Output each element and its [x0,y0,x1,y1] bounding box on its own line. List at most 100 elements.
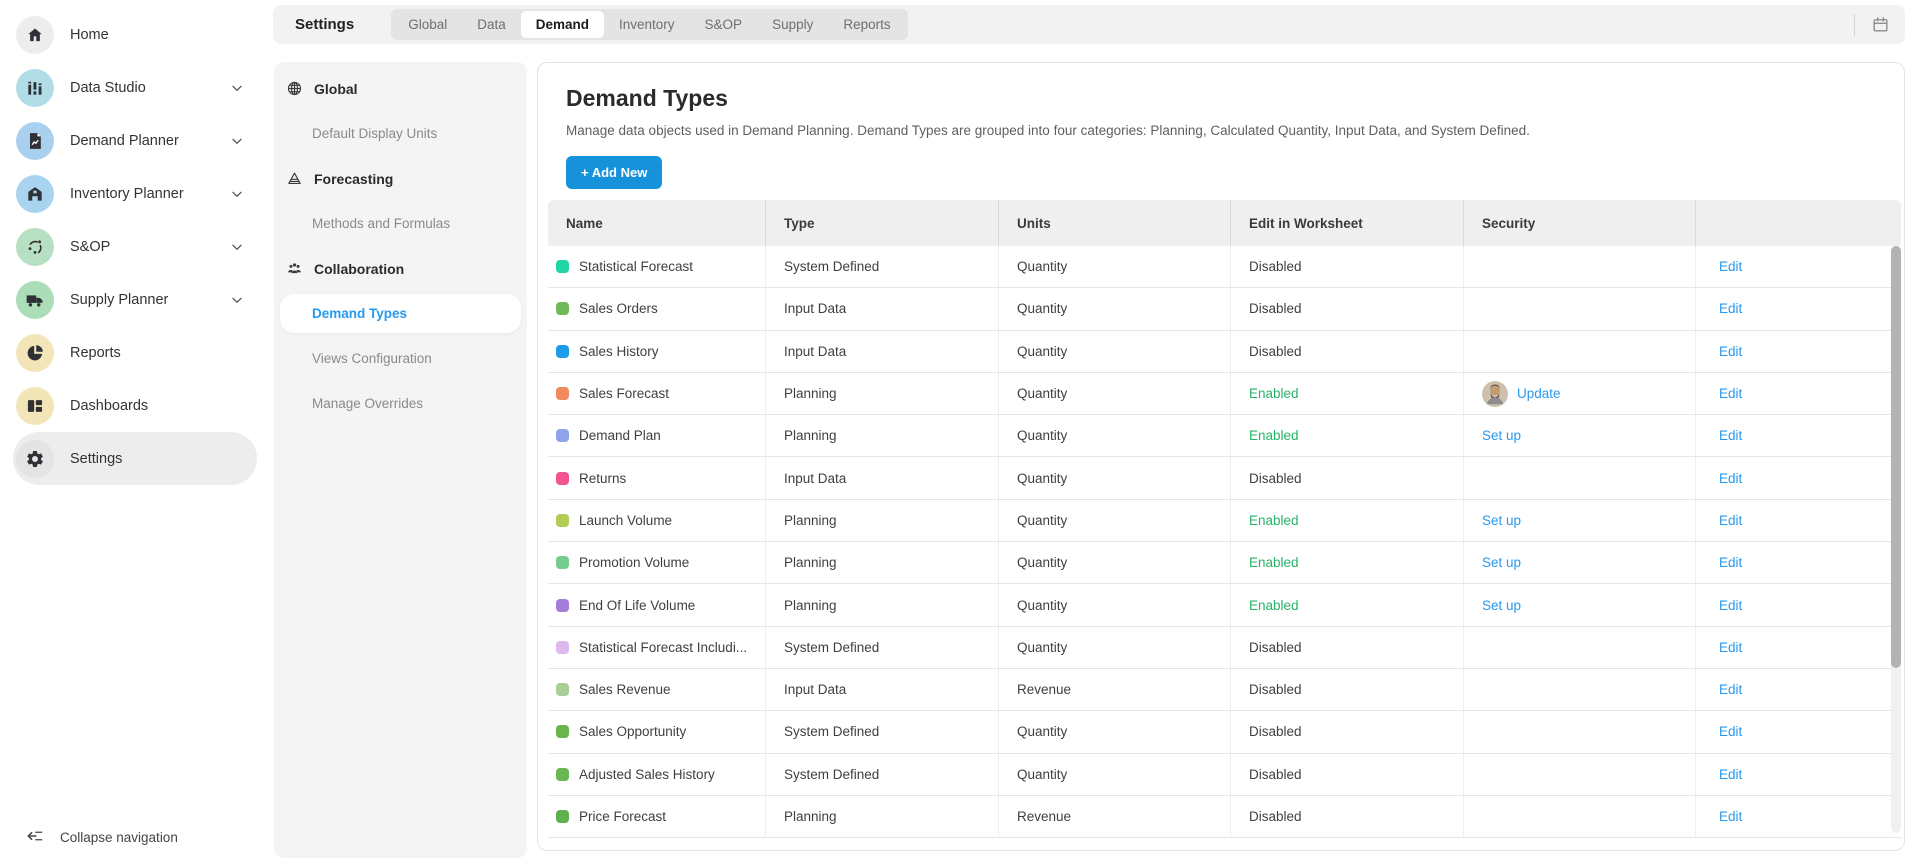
edit-link[interactable]: Edit [1719,512,1743,528]
units-cell: Quantity [999,246,1231,288]
tab-reports[interactable]: Reports [843,17,891,32]
add-new-button[interactable]: + Add New [566,156,663,189]
security-cell [1464,711,1696,753]
edit-link[interactable]: Edit [1719,682,1743,698]
vertical-scrollbar-track[interactable] [1891,246,1901,833]
demand-types-table: Name Type Units Edit in Worksheet Security S… [548,200,1901,839]
sidebar-item-s-op[interactable]: S&OP [13,220,257,273]
sidebar-item-reports[interactable]: Reports [13,326,257,379]
edit-link[interactable]: Edit [1719,597,1743,613]
table-row: Sales Revenue Input Data Revenue Disabled Ed… [548,668,1901,712]
sidebar-item-label: S&OP [70,238,111,255]
settings-menu: Global Default Display Units Forecasting Me… [274,62,527,858]
edit-link[interactable]: Edit [1719,724,1743,740]
type-color-dot [556,810,569,823]
chevron-down-icon[interactable] [229,133,245,149]
page-title: Demand Types [566,85,728,111]
chevron-down-icon[interactable] [229,292,245,308]
column-header-name: Name [548,200,766,246]
edit-link[interactable]: Edit [1719,639,1743,655]
type-color-dot [556,344,569,358]
units-cell: Quantity [999,372,1231,415]
sidebar-item-supply-planner[interactable]: Supply Planner [13,273,257,326]
sidebar-item-settings[interactable]: Settings [13,432,257,485]
demand-type-name: End Of Life Volume [579,597,696,613]
setup-link[interactable]: Set up [1482,555,1522,571]
worksheet-status-cell: Disabled [1231,753,1464,795]
edit-cell: Edit [1696,754,1901,795]
edit-link[interactable]: Edit [1719,766,1743,782]
document-chart-icon [25,131,45,151]
update-link[interactable]: Update [1517,386,1561,402]
sidebar-item-inventory-planner[interactable]: Inventory Planner [13,167,257,220]
edit-cell: Edit [1696,711,1901,752]
table-row: Sales Forecast Planning Quantity Enabled Upd… [548,372,1901,416]
tab-s-op[interactable]: S&OP [704,17,743,32]
settings-section-label: Collaboration [314,260,405,277]
edit-link[interactable]: Edit [1719,428,1743,444]
worksheet-status: Disabled [1249,682,1302,698]
worksheet-status: Disabled [1249,259,1302,275]
settings-menu-item-views-configuration[interactable]: Views Configuration [312,351,432,366]
setup-link[interactable]: Set up [1482,428,1522,444]
type-cell: Planning [766,542,999,584]
tab-supply[interactable]: Supply [772,17,814,32]
demand-type-name: Sales Opportunity [579,724,687,740]
calendar-icon[interactable] [1871,15,1890,34]
type-color-dot [556,683,569,697]
edit-link[interactable]: Edit [1719,259,1743,275]
settings-section-label: Forecasting [314,170,394,187]
table-row: Promotion Volume Planning Quantity Enabled S… [548,542,1901,585]
collapse-navigation-label: Collapse navigation [60,830,178,845]
setup-link[interactable]: Set up [1482,512,1522,528]
type-color-dot [556,429,569,443]
collapse-arrow-icon [25,826,45,849]
settings-menu-item-default-display-units[interactable]: Default Display Units [312,126,438,141]
vertical-scrollbar-thumb[interactable] [1891,246,1901,668]
sidebar-item-demand-planner[interactable]: Demand Planner [13,114,257,167]
worksheet-status: Disabled [1249,639,1302,655]
demand-type-name-cell: Price Forecast [548,795,766,838]
demand-type-name-cell: Sales Opportunity [548,711,766,753]
tab-demand[interactable]: Demand [520,11,605,38]
setup-link[interactable]: Set up [1482,597,1522,613]
edit-link[interactable]: Edit [1719,301,1743,317]
worksheet-status: Enabled [1249,597,1299,613]
demand-type-name-cell: End Of Life Volume [548,584,766,626]
settings-menu-item-manage-overrides[interactable]: Manage Overrides [312,396,424,411]
settings-menu-item-methods-and-formulas[interactable]: Methods and Formulas [312,216,451,231]
tab-inventory[interactable]: Inventory [619,17,675,32]
table-row: Sales History Input Data Quantity Disabled E… [548,330,1901,373]
security-cell [1464,457,1696,499]
nav-icon-circle [16,121,54,160]
type-cell: Input Data [766,668,999,711]
chevron-down-icon[interactable] [229,239,245,255]
chevron-down-icon[interactable] [229,186,245,202]
edit-link[interactable]: Edit [1719,809,1743,824]
units-cell: Quantity [999,626,1231,668]
sidebar-item-label: Demand Planner [70,132,179,149]
chevron-down-icon[interactable] [229,80,245,96]
demand-type-name-cell: Promotion Volume [548,542,766,584]
sidebar-item-dashboards[interactable]: Dashboards [13,379,257,432]
edit-link[interactable]: Edit [1719,470,1743,486]
security-cell: Set up [1464,415,1696,457]
worksheet-status: Disabled [1249,470,1302,486]
pie-chart-icon [25,343,45,363]
units-cell: Quantity [999,711,1231,753]
column-header-units: Units [999,200,1231,246]
tab-global[interactable]: Global [408,17,448,32]
sidebar-item-data-studio[interactable]: Data Studio [13,61,257,114]
nav-icon-circle [16,68,54,107]
sidebar-item-home[interactable]: Home [13,8,257,61]
edit-link[interactable]: Edit [1719,555,1743,571]
demand-type-name-cell: Statistical Forecast Includi... [548,626,766,668]
edit-link[interactable]: Edit [1719,386,1743,402]
demand-type-name: Price Forecast [579,809,667,824]
collapse-navigation-button[interactable]: Collapse navigation [25,826,178,849]
edit-link[interactable]: Edit [1719,343,1743,359]
worksheet-status-cell: Enabled [1231,499,1464,542]
warehouse-icon [25,184,45,204]
tab-data[interactable]: Data [477,17,506,32]
settings-menu-item-demand-types[interactable]: Demand Types [280,294,521,333]
